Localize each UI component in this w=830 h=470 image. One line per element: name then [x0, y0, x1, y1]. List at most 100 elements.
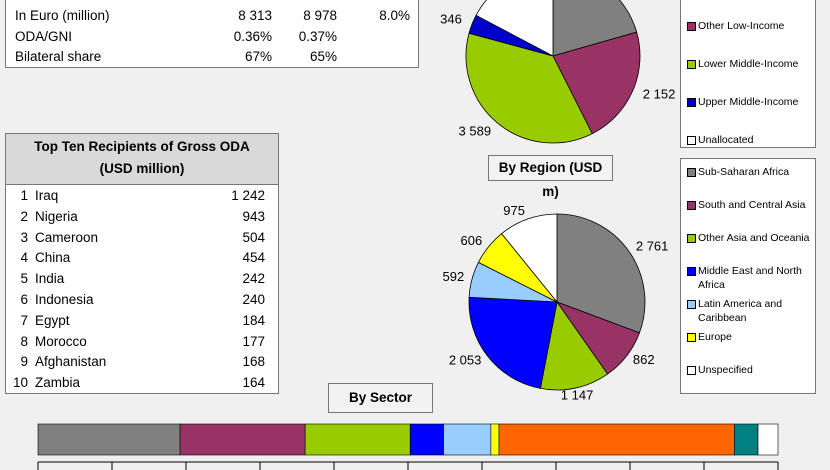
rank: 7: [20, 312, 28, 328]
rank: 2: [20, 208, 28, 224]
rank: 3: [20, 229, 28, 245]
legend-swatch: [687, 136, 696, 145]
country: Egypt: [35, 312, 70, 328]
legend-item: Middle East and North Africa: [687, 264, 811, 292]
data-label: 346: [440, 12, 462, 27]
amount: 943: [242, 208, 265, 224]
amount: 184: [242, 312, 265, 328]
data-label: 862: [633, 352, 655, 367]
country: Indonesia: [35, 292, 94, 307]
rank: 4: [20, 250, 28, 266]
legend-label: Middle East and North Africa: [698, 265, 802, 291]
legend-label: Latin America and Caribbean: [698, 298, 783, 324]
legend-label: Other Low-Income: [698, 20, 785, 32]
amount: 177: [242, 333, 265, 349]
legend-label: Upper Middle-Income: [698, 96, 799, 108]
pie-slice: [475, 0, 554, 57]
legend-swatch: [687, 201, 696, 210]
legend-swatch: [687, 366, 696, 375]
amount: 168: [242, 354, 265, 370]
legend-swatch: [687, 234, 696, 243]
table-cell: Bilateral share: [15, 49, 102, 64]
pie-slice: [501, 213, 558, 304]
table-cell: 0.37%: [298, 28, 337, 44]
data-label: 975: [503, 203, 525, 218]
amount: 242: [242, 271, 265, 287]
rank: 1: [20, 188, 28, 203]
data-label: 606: [461, 233, 483, 248]
table-cell: 8 313: [238, 8, 272, 23]
bar-segment: [409, 423, 444, 456]
data-label: 592: [443, 269, 465, 284]
country: Nigeria: [35, 208, 78, 224]
amount: 504: [242, 229, 265, 245]
legend-item: Unspecified: [687, 363, 811, 377]
legend-label: Lower Middle-Income: [698, 58, 799, 70]
data-label: 2 053: [449, 353, 482, 368]
legend-item: Other Low-Income: [687, 19, 811, 33]
country: Iraq: [35, 188, 59, 203]
table-cell: ODA/GNI: [15, 28, 73, 44]
pie-slice: [552, 31, 641, 135]
legend-item: Sub-Saharan Africa: [687, 165, 811, 179]
pie-slice: [468, 296, 558, 389]
bar-segment: [734, 423, 759, 456]
legend-item: Latin America and Caribbean: [687, 297, 811, 325]
pie-title: By Region (USD m): [488, 155, 613, 199]
legend: Sub-Saharan Africa South and Central Asia…: [680, 158, 816, 394]
table-cell: In Euro (million): [15, 8, 110, 23]
amount: 454: [242, 250, 265, 266]
table-subtitle: (USD million): [99, 161, 185, 176]
legend-swatch: [687, 60, 696, 69]
legend-swatch: [687, 267, 696, 276]
legend-label: South and Central Asia: [698, 199, 806, 211]
legend-item: Lower Middle-Income: [687, 57, 811, 71]
pie-slice: [539, 300, 609, 391]
legend-item: Other Asia and Oceania: [687, 231, 811, 245]
rank: 10: [12, 375, 28, 391]
oda-table: In Euro (million) 8 313 8 978 8.0% ODA/GNI 0.…: [5, 0, 419, 68]
legend: Other Low-Income Lower Middle-Income Upper…: [680, 0, 816, 148]
recipients-table: Top Ten Recipients of Gross ODA (USD mil…: [5, 133, 279, 394]
legend-swatch: [687, 333, 696, 342]
legend-swatch: [687, 22, 696, 31]
legend-item: Europe: [687, 330, 811, 344]
rank: 9: [20, 354, 28, 370]
bar-segment: [498, 423, 735, 456]
legend-label: Other Asia and Oceania: [698, 232, 810, 244]
bar-title: By Sector: [328, 383, 433, 413]
bar-segment: [490, 423, 500, 456]
bar-segment: [179, 423, 306, 456]
legend-label: Sub-Saharan Africa: [698, 166, 790, 178]
pie-slice: [556, 213, 646, 334]
table-cell: 65%: [309, 49, 337, 64]
country: Morocco: [35, 333, 87, 349]
data-label: 2 761: [636, 239, 669, 254]
data-label: 2 152: [643, 87, 676, 102]
amount: 240: [242, 292, 265, 307]
legend-item: Upper Middle-Income: [687, 95, 811, 109]
table-cell: 8 978: [303, 8, 337, 23]
pie-slice: [465, 32, 593, 144]
country: Zambia: [35, 375, 81, 391]
country: China: [35, 250, 71, 266]
legend-label: Unspecified: [698, 364, 753, 376]
legend-label: Unallocated: [698, 134, 754, 146]
amount: 1 242: [231, 188, 265, 203]
country: Afghanistan: [35, 354, 107, 370]
legend-label: Europe: [698, 331, 732, 343]
bar-segment: [757, 423, 779, 456]
table-title: Top Ten Recipients of Gross ODA: [34, 139, 250, 154]
bar-segment: [37, 423, 181, 456]
rank: 8: [20, 333, 28, 349]
amount: 164: [242, 375, 265, 391]
rank: 6: [20, 292, 28, 307]
legend-item: Unallocated: [687, 133, 811, 147]
table-cell: 8.0%: [379, 8, 410, 23]
table-cell: 67%: [244, 49, 272, 64]
legend-item: South and Central Asia: [687, 198, 811, 212]
data-label: 3 589: [459, 123, 492, 138]
data-label: 1 147: [561, 387, 594, 402]
pie-slice: [552, 0, 638, 57]
